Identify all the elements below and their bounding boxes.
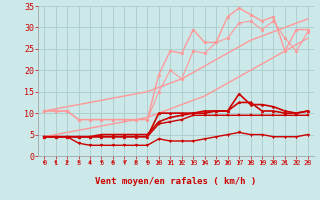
X-axis label: Vent moyen/en rafales ( km/h ): Vent moyen/en rafales ( km/h ) bbox=[95, 177, 257, 186]
